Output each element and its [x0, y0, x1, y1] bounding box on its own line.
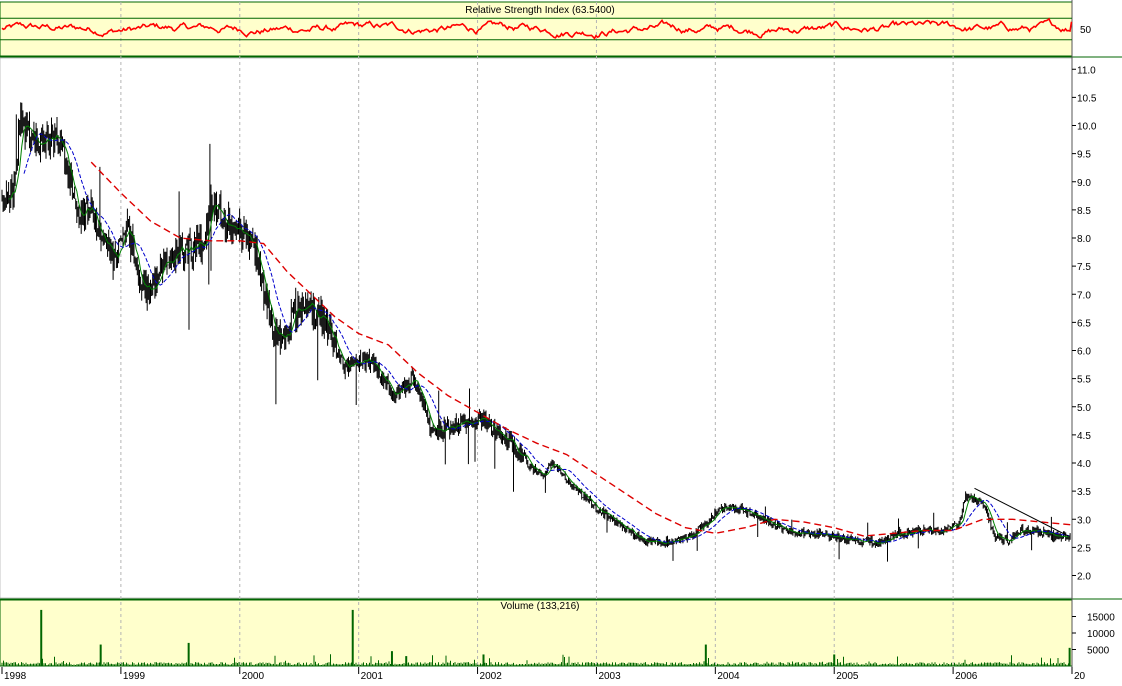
price-y-tick-label: 11.0: [1077, 65, 1096, 76]
x-tick-label: 20: [1074, 671, 1086, 681]
price-y-tick-label: 6.0: [1077, 347, 1091, 358]
price-y-tick-label: 9.0: [1077, 178, 1091, 189]
x-tick-label: 2005: [836, 671, 859, 681]
x-tick-label: 2001: [361, 671, 384, 681]
price-panel: [1, 102, 1073, 562]
x-tick-label: 2004: [717, 671, 740, 681]
x-tick-label: 2002: [480, 671, 503, 681]
price-y-tick-label: 10.5: [1077, 93, 1097, 104]
rsi-title: Relative Strength Index (63.5400): [465, 5, 615, 16]
short-moving-average: [8, 125, 1070, 544]
price-y-tick-label: 7.5: [1077, 262, 1091, 273]
axes: 1998 1999 2000 2001 2002 2003 2004 2005 2006 20 50…: [1, 25, 1115, 682]
rsi-y-tick-label: 50: [1080, 25, 1092, 36]
volume-y-tick-label: 5000: [1087, 646, 1110, 657]
price-y-tick-label: 5.5: [1077, 375, 1091, 386]
volume-y-tick-label: 10000: [1087, 629, 1115, 640]
price-y-tick-label: 8.0: [1077, 234, 1091, 245]
medium-moving-average: [23, 133, 1070, 543]
rsi-panel: [0, 17, 1073, 41]
price-panel-frame: [0, 57, 1073, 599]
price-y-tick-label: 3.5: [1077, 487, 1091, 498]
volume-title: Volume (133,216): [501, 601, 580, 612]
rsi-line: [1, 17, 1073, 40]
volume-y-tick-label: 15000: [1087, 613, 1115, 624]
price-y-tick-label: 10.0: [1077, 122, 1097, 133]
price-y-tick-label: 6.5: [1077, 318, 1091, 329]
x-tick-label: 2000: [242, 671, 265, 681]
price-y-tick-label: 4.0: [1077, 459, 1091, 470]
price-y-tick-label: 2.0: [1077, 572, 1091, 583]
x-tick-label: 2003: [598, 671, 621, 681]
trend-line: [974, 487, 1069, 537]
rsi-panel-frame: [0, 1, 1073, 57]
price-y-tick-label: 4.5: [1077, 431, 1091, 442]
x-tick-label: 1998: [4, 671, 27, 681]
volume-panel: [1, 609, 1071, 666]
price-y-tick-label: 8.5: [1077, 206, 1091, 217]
price-y-tick-label: 2.5: [1077, 543, 1091, 554]
price-y-tick-label: 9.5: [1077, 150, 1091, 161]
price-y-tick-label: 5.0: [1077, 403, 1091, 414]
long-moving-average: [90, 161, 1073, 537]
price-y-tick-label: 3.0: [1077, 515, 1091, 526]
x-tick-label: 2006: [955, 671, 978, 681]
price-y-tick-label: 7.0: [1077, 290, 1091, 301]
volume-bars: [1, 654, 1071, 666]
x-tick-label: 1999: [123, 671, 146, 681]
